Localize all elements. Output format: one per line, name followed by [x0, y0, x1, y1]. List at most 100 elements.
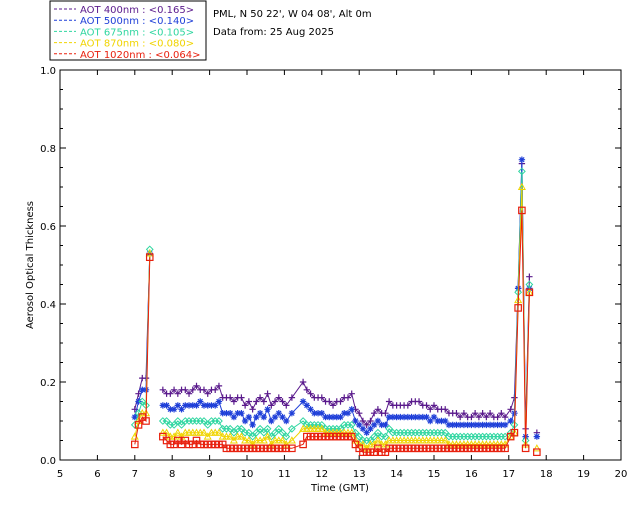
legend-box [49, 0, 207, 61]
data-point [389, 413, 397, 421]
data-point [278, 428, 287, 437]
data-point [366, 436, 375, 445]
data-point [341, 410, 348, 417]
data-point [317, 424, 326, 432]
data-point [174, 402, 182, 409]
legend-label: AOT 400nm : <0.165> [80, 5, 194, 16]
data-point [271, 413, 279, 421]
data-point [494, 413, 501, 421]
data-point [203, 420, 212, 429]
y-tick-label: 0.4 [40, 300, 56, 311]
data-point [185, 402, 193, 409]
data-point [299, 398, 307, 405]
data-point [229, 436, 238, 444]
y-tick-label: 1.0 [40, 66, 56, 77]
x-tick-label: 6 [94, 469, 100, 480]
data-point [507, 417, 514, 425]
x-tick-label: 17 [502, 469, 515, 480]
data-point [337, 398, 344, 405]
data-point [226, 410, 234, 417]
data-point [348, 406, 355, 413]
data-point [441, 436, 450, 444]
data-point [167, 406, 174, 413]
data-point [318, 394, 325, 401]
data-point [203, 432, 212, 440]
x-tick-label: 13 [353, 469, 366, 480]
x-tick-label: 11 [278, 469, 291, 480]
data-point [208, 402, 215, 409]
data-point [344, 394, 352, 401]
data-point [318, 410, 325, 417]
data-point [163, 402, 170, 409]
x-tick-label: 19 [577, 469, 590, 480]
data-point [532, 444, 541, 452]
data-point [260, 413, 268, 421]
data-point [212, 386, 219, 393]
data-point [230, 413, 238, 421]
data-point [283, 417, 290, 425]
data-point [521, 444, 530, 453]
data-point [253, 398, 260, 405]
data-point [460, 421, 468, 429]
data-point [378, 421, 385, 429]
legend-label: AOT 500nm : <0.140> [80, 16, 194, 27]
data-point [468, 421, 475, 429]
data-point [131, 413, 138, 421]
x-tick-label: 20 [615, 469, 628, 480]
data-point [259, 428, 268, 437]
legend-label: AOT 675nm : <0.105> [80, 27, 194, 38]
data-point [525, 288, 534, 297]
data-point [268, 402, 275, 409]
data-point [278, 436, 287, 444]
data-point [237, 424, 246, 433]
data-point [337, 413, 344, 421]
data-point [442, 406, 449, 413]
data-point [282, 432, 291, 441]
date-text: Data from: 25 Aug 2025 [213, 27, 334, 38]
data-point [517, 182, 526, 191]
data-point [299, 440, 307, 449]
x-tick-label: 7 [132, 469, 138, 480]
data-point [138, 397, 147, 406]
data-point [303, 402, 311, 409]
data-point [329, 413, 337, 421]
data-point [373, 436, 382, 444]
data-point [507, 406, 514, 413]
data-point [268, 417, 275, 425]
data-point [245, 398, 253, 405]
data-point [363, 429, 370, 436]
x-tick-label: 15 [428, 469, 441, 480]
data-point [145, 249, 154, 257]
data-point [370, 432, 379, 441]
data-point [393, 413, 400, 421]
data-point [510, 428, 519, 437]
data-point [356, 421, 363, 429]
data-point [471, 421, 479, 429]
series-line [134, 257, 151, 445]
data-point [363, 421, 370, 429]
data-point [167, 390, 174, 397]
data-point [275, 410, 282, 417]
data-point [170, 406, 178, 413]
series-line [162, 186, 530, 450]
data-point [219, 410, 226, 417]
data-point [471, 410, 479, 417]
data-point [299, 417, 308, 425]
data-point [159, 386, 167, 393]
data-point [501, 413, 509, 421]
data-point [299, 378, 307, 386]
data-point [314, 410, 322, 417]
data-point [518, 156, 526, 163]
isolated-points [532, 444, 541, 452]
x-axis: 5 6 7 8 9 10 11 12 13 14 15 16 17 18 19 20 [57, 70, 628, 480]
data-point [453, 410, 460, 417]
series-line [162, 210, 530, 453]
data-point [486, 410, 494, 417]
data-point [533, 433, 541, 440]
data-point [174, 390, 182, 397]
data-point [348, 390, 355, 397]
data-point [456, 421, 464, 429]
series-2 [131, 156, 533, 440]
data-point [483, 413, 490, 421]
data-point [311, 410, 318, 417]
